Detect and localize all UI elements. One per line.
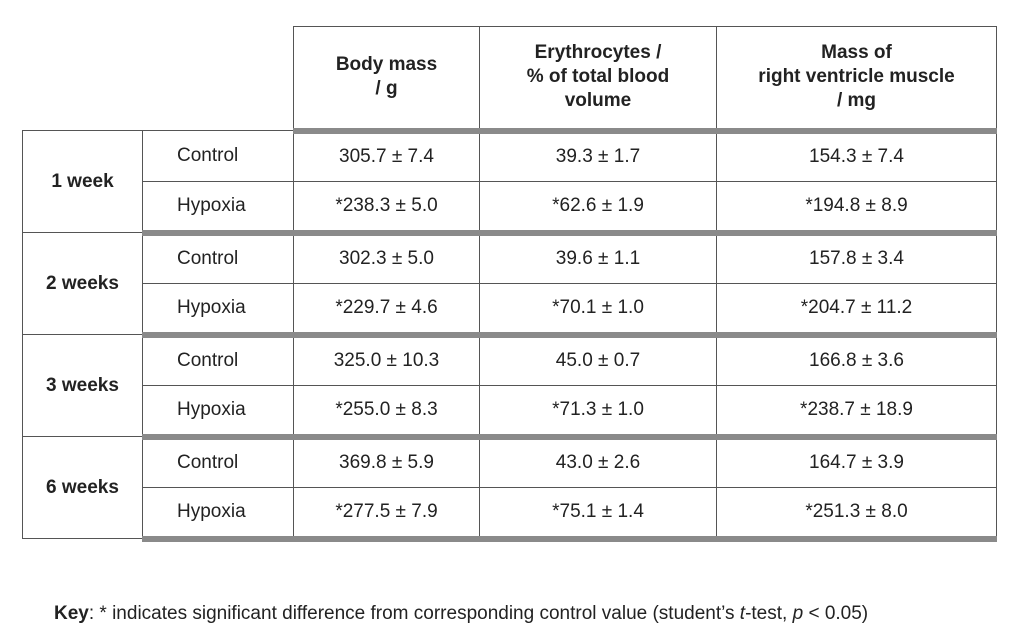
rv-mass-value: 164.7 ± 3.9 bbox=[716, 436, 997, 488]
rv-mass-value: *194.8 ± 8.9 bbox=[716, 181, 997, 236]
header-erythrocytes: Erythrocytes / % of total blood volume bbox=[479, 26, 717, 134]
week-label: 1 week bbox=[22, 130, 143, 233]
table-row: 6 weeks Control 369.8 ± 5.9 43.0 ± 2.6 1… bbox=[22, 436, 997, 539]
condition-label: Control bbox=[142, 232, 294, 284]
rv-mass-value: *238.7 ± 18.9 bbox=[716, 385, 997, 440]
header-line: / g bbox=[375, 78, 398, 100]
body-mass-value: 325.0 ± 10.3 bbox=[293, 334, 480, 386]
rv-mass-value: 154.3 ± 7.4 bbox=[716, 130, 997, 182]
condition-label: Hypoxia bbox=[142, 283, 294, 338]
condition-label: Hypoxia bbox=[142, 385, 294, 440]
key-text: : * indicates significant difference fro… bbox=[88, 603, 740, 624]
header-line: / mg bbox=[836, 90, 877, 112]
table-row: 3 weeks Control 325.0 ± 10.3 45.0 ± 0.7 … bbox=[22, 334, 997, 437]
rv-mass-value: 166.8 ± 3.6 bbox=[716, 334, 997, 386]
body-mass-value: *255.0 ± 8.3 bbox=[293, 385, 480, 440]
key-t: t bbox=[739, 603, 746, 624]
table-row: 1 week Control 305.7 ± 7.4 39.3 ± 1.7 15… bbox=[22, 130, 997, 233]
table-row: Hypoxia *277.5 ± 7.9 *75.1 ± 1.4 *251.3 … bbox=[23, 487, 997, 542]
header-line: % of total blood bbox=[526, 66, 670, 88]
header-rv-mass: Mass of right ventricle muscle / mg bbox=[716, 26, 997, 134]
header-line: Erythrocytes / bbox=[534, 42, 662, 64]
erythrocytes-value: *62.6 ± 1.9 bbox=[479, 181, 717, 236]
erythrocytes-value: 39.6 ± 1.1 bbox=[479, 232, 717, 284]
condition-label: Control bbox=[142, 334, 294, 386]
data-table: Body mass / g Erythrocytes / % of total … bbox=[22, 26, 997, 542]
key-p: p bbox=[792, 603, 804, 624]
empty-header-cell bbox=[23, 27, 294, 131]
week-label: 3 weeks bbox=[22, 334, 143, 437]
header-line: volume bbox=[564, 90, 632, 112]
table-row: Hypoxia *229.7 ± 4.6 *70.1 ± 1.0 *204.7 … bbox=[23, 283, 997, 338]
condition-label: Hypoxia bbox=[142, 181, 294, 236]
erythrocytes-value: 39.3 ± 1.7 bbox=[479, 130, 717, 182]
condition-label: Hypoxia bbox=[142, 487, 294, 542]
key-text: < 0.05) bbox=[803, 603, 869, 624]
table-row: Hypoxia *255.0 ± 8.3 *71.3 ± 1.0 *238.7 … bbox=[23, 385, 997, 440]
week-label: 6 weeks bbox=[22, 436, 143, 539]
table-row: Hypoxia *238.3 ± 5.0 *62.6 ± 1.9 *194.8 … bbox=[23, 181, 997, 236]
erythrocytes-value: 45.0 ± 0.7 bbox=[479, 334, 717, 386]
key-label: Key bbox=[54, 603, 89, 624]
erythrocytes-value: *75.1 ± 1.4 bbox=[479, 487, 717, 542]
condition-label: Control bbox=[142, 436, 294, 488]
condition-label: Control bbox=[142, 130, 294, 182]
body-mass-value: 369.8 ± 5.9 bbox=[293, 436, 480, 488]
body-mass-value: *238.3 ± 5.0 bbox=[293, 181, 480, 236]
key-text: -test, bbox=[745, 603, 793, 624]
rv-mass-value: *204.7 ± 11.2 bbox=[716, 283, 997, 338]
table-key: Key: * indicates significant difference … bbox=[54, 603, 868, 625]
body-mass-value: 302.3 ± 5.0 bbox=[293, 232, 480, 284]
table-row: 2 weeks Control 302.3 ± 5.0 39.6 ± 1.1 1… bbox=[22, 232, 997, 335]
rv-mass-value: *251.3 ± 8.0 bbox=[716, 487, 997, 542]
header-line: Mass of bbox=[821, 42, 892, 64]
rv-mass-value: 157.8 ± 3.4 bbox=[716, 232, 997, 284]
erythrocytes-value: *70.1 ± 1.0 bbox=[479, 283, 717, 338]
erythrocytes-value: *71.3 ± 1.0 bbox=[479, 385, 717, 440]
header-body-mass: Body mass / g bbox=[293, 26, 480, 134]
body-mass-value: *277.5 ± 7.9 bbox=[293, 487, 480, 542]
erythrocytes-value: 43.0 ± 2.6 bbox=[479, 436, 717, 488]
header-line: right ventricle muscle bbox=[758, 66, 955, 88]
body-mass-value: *229.7 ± 4.6 bbox=[293, 283, 480, 338]
header-line: Body mass bbox=[335, 54, 438, 76]
week-label: 2 weeks bbox=[22, 232, 143, 335]
body-mass-value: 305.7 ± 7.4 bbox=[293, 130, 480, 182]
